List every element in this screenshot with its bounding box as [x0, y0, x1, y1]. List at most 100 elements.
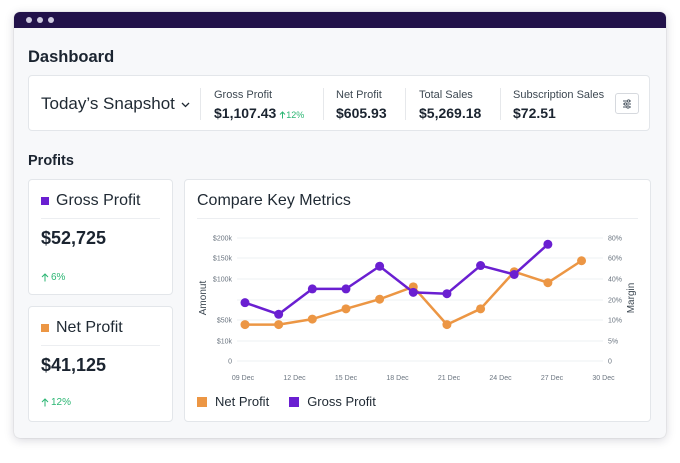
snapshot-selector-label: Today’s Snapshot	[41, 94, 175, 113]
metric-net-profit: Net Profit $605.93	[336, 89, 387, 121]
data-point	[476, 261, 486, 271]
data-point	[509, 269, 519, 279]
data-point	[341, 284, 351, 294]
chart-legend: Net Profit Gross Profit	[197, 394, 388, 409]
divider	[405, 88, 406, 120]
divider	[500, 88, 501, 120]
data-point	[240, 320, 250, 330]
x-tick-label: 09 Dec	[232, 375, 255, 382]
chart-title: Compare Key Metrics	[197, 192, 351, 209]
divider	[41, 345, 160, 346]
y2-axis-label: Margin	[626, 283, 637, 314]
y2-tick-label: 20%	[608, 298, 622, 305]
snapshot-bar: Today’s Snapshot Gross Profit $1,107.43 1…	[28, 75, 650, 131]
card-delta: 12%	[41, 397, 71, 408]
metric-label: Subscription Sales	[513, 89, 605, 101]
metric-value: $605.93	[336, 105, 387, 121]
card-title: Gross Profit	[56, 192, 141, 209]
divider	[197, 218, 638, 219]
gross-legend-square	[41, 197, 49, 205]
arrow-up-icon	[41, 398, 49, 407]
x-tick-label: 24 Dec	[489, 375, 512, 382]
metric-gross-profit: Gross Profit $1,107.43 12%	[214, 89, 304, 121]
card-delta: 6%	[41, 272, 65, 283]
divider	[323, 88, 324, 120]
net-legend-swatch	[197, 396, 207, 407]
sliders-icon	[623, 98, 631, 109]
app-window: Dashboard Today’s Snapshot Gross Profit …	[14, 12, 666, 438]
y-tick-label: 0	[228, 359, 232, 366]
x-tick-label: 15 Dec	[335, 375, 358, 382]
metric-total-sales: Total Sales $5,269.18	[419, 89, 481, 121]
legend-item-gross-profit[interactable]: Gross Profit	[289, 394, 376, 409]
data-point	[408, 287, 418, 297]
card-title: Net Profit	[56, 319, 123, 336]
y2-tick-label: 80%	[608, 236, 622, 243]
data-point	[543, 278, 553, 288]
y2-tick-label: 10%	[608, 318, 622, 325]
chevron-down-icon	[181, 102, 190, 108]
y2-tick-label: 5%	[608, 339, 618, 346]
metric-subscription-sales: Subscription Sales $72.51	[513, 89, 604, 121]
data-point	[341, 304, 351, 314]
series-line	[244, 243, 549, 316]
data-point	[240, 298, 250, 308]
window-dot-icon[interactable]	[48, 17, 54, 23]
data-point	[274, 309, 284, 319]
data-point	[442, 320, 452, 330]
gross-profit-card: Gross Profit $52,725 6%	[28, 179, 173, 295]
legend-item-net-profit[interactable]: Net Profit	[197, 394, 269, 409]
data-point	[543, 239, 553, 249]
y-tick-label: $50k	[217, 318, 233, 325]
card-delta-value: 6%	[51, 272, 66, 283]
line-chart: 0 $10k $50k $100k $150k $200k 0 5% 10% 20% 40% 60% 8…	[198, 236, 637, 383]
data-point	[476, 304, 486, 314]
metric-label: Gross Profit	[214, 89, 273, 101]
metric-label: Total Sales	[419, 89, 473, 101]
data-point	[577, 256, 587, 266]
card-delta-value: 12%	[51, 397, 72, 408]
window-dot-icon[interactable]	[26, 17, 32, 23]
data-point	[274, 320, 284, 330]
card-value: $41,125	[41, 355, 107, 375]
x-tick-label: 27 Dec	[541, 375, 564, 382]
card-value: $52,725	[41, 228, 107, 248]
title-bar	[14, 12, 666, 28]
snapshot-selector[interactable]: Today’s Snapshot	[41, 94, 190, 114]
legend-label: Net Profit	[215, 394, 270, 409]
section-title-profits: Profits	[28, 153, 74, 169]
y-tick-label: $100k	[213, 277, 233, 284]
divider	[41, 218, 160, 219]
data-point	[375, 294, 385, 304]
net-profit-card: Net Profit $41,125 12%	[28, 306, 173, 422]
metric-delta: 12%	[279, 110, 304, 120]
y-axis-label: Amonut	[198, 281, 209, 316]
page-title: Dashboard	[28, 48, 115, 66]
metric-value: $72.51	[513, 105, 556, 121]
x-tick-label: 30 Dec	[592, 375, 615, 382]
y-tick-label: $10k	[217, 339, 233, 346]
filter-button[interactable]	[615, 93, 639, 114]
y-tick-label: $150k	[213, 256, 233, 263]
data-point	[307, 284, 317, 294]
x-tick-label: 21 Dec	[438, 375, 461, 382]
data-point	[442, 289, 452, 299]
data-point	[375, 261, 385, 271]
gross-legend-swatch	[289, 396, 300, 407]
compare-metrics-card: Compare Key Metrics 0 $10k $50k $100k $150k $…	[184, 179, 651, 422]
x-tick-label: 18 Dec	[386, 375, 409, 382]
metric-delta-value: 12%	[286, 110, 305, 120]
divider	[200, 88, 201, 120]
data-point	[307, 314, 317, 324]
net-legend-square	[41, 324, 49, 332]
y-tick-label: $200k	[213, 236, 233, 243]
arrow-up-icon	[41, 273, 49, 282]
legend-label: Gross Profit	[307, 394, 376, 409]
arrow-up-icon	[279, 111, 286, 119]
metric-value: $1,107.43	[214, 105, 277, 121]
y2-tick-label: 0	[608, 359, 612, 366]
x-tick-label: 12 Dec	[283, 375, 306, 382]
y2-tick-label: 60%	[608, 256, 622, 263]
metric-label: Net Profit	[336, 89, 382, 101]
window-dot-icon[interactable]	[37, 17, 43, 23]
